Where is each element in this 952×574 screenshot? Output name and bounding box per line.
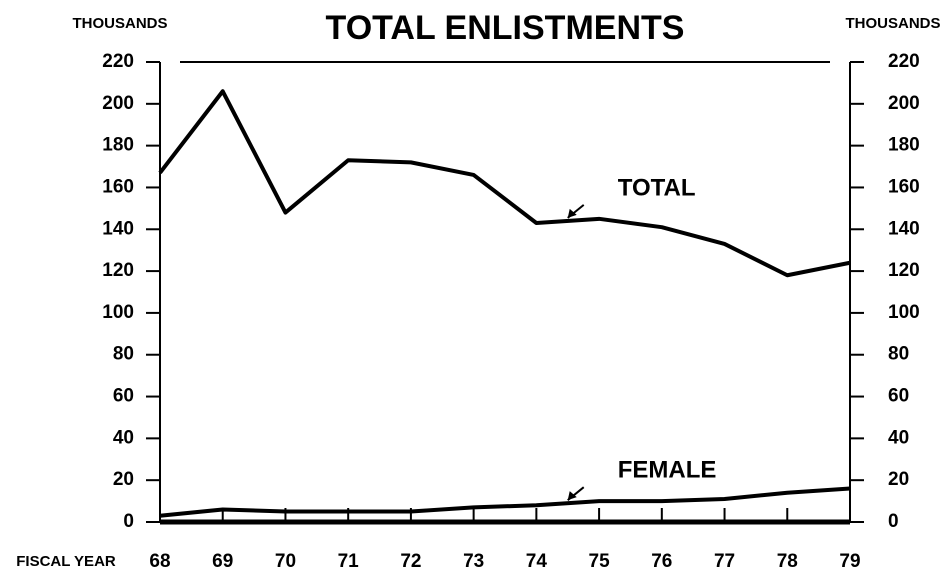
y2-tick-label: 220 [888,51,920,72]
y-tick-label: 140 [102,218,134,239]
x-tick-label: 73 [463,551,484,572]
y-tick-label: 0 [123,511,134,532]
y-tick-label: 160 [102,176,134,197]
annotation-arrowhead [567,491,577,501]
y2-tick-label: 40 [888,427,909,448]
x-tick-label: 68 [149,551,170,572]
y-tick-label: 20 [113,469,134,490]
y-tick-label: 100 [102,302,134,323]
x-tick-label: 75 [589,551,611,572]
y-tick-label: 80 [113,344,134,365]
x-tick-label: 78 [777,551,798,572]
x-tick-label: 76 [651,551,672,572]
annotation-arrowhead [567,208,577,218]
x-tick-label: 72 [400,551,421,572]
y2-axis-label: THOUSANDS [845,15,940,32]
series-line [159,486,851,518]
y-tick-label: 40 [113,427,134,448]
y-tick-label: 120 [102,260,134,281]
x-tick-label: 79 [839,551,860,572]
y2-tick-label: 80 [888,344,909,365]
series-label: TOTAL [618,174,696,201]
series-label: FEMALE [618,457,717,484]
y2-tick-label: 100 [888,302,920,323]
x-tick-label: 69 [212,551,233,572]
y-axis-label: THOUSANDS [72,15,167,32]
chart-title: TOTAL ENLISTMENTS [326,9,685,47]
y-tick-label: 180 [102,135,134,156]
x-tick-label: 71 [338,551,360,572]
y2-tick-label: 0 [888,511,899,532]
y2-tick-label: 60 [888,386,909,407]
y2-tick-label: 20 [888,469,909,490]
y-tick-label: 200 [102,93,134,114]
y2-tick-label: 180 [888,135,920,156]
y-tick-label: 220 [102,51,134,72]
y2-tick-label: 200 [888,93,920,114]
series-line [158,89,851,278]
x-axis-label: FISCAL YEAR [16,553,116,570]
x-tick-label: 70 [275,551,296,572]
x-tick-label: 77 [714,551,735,572]
y2-tick-label: 120 [888,260,920,281]
y2-tick-label: 140 [888,218,920,239]
x-tick-label: 74 [526,551,548,572]
y-tick-label: 60 [113,386,134,407]
y2-tick-label: 160 [888,176,920,197]
